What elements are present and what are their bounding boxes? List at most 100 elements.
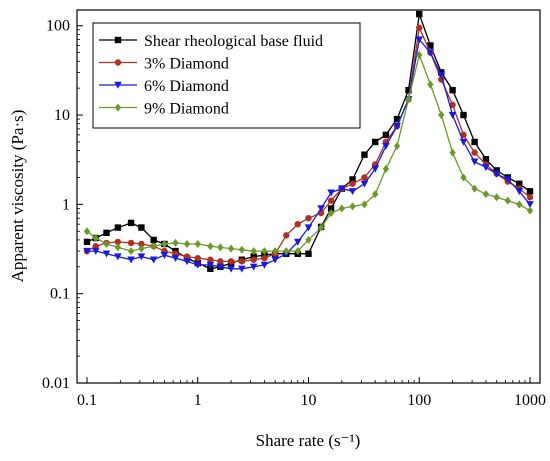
data-point xyxy=(183,258,191,266)
y-tick-label: 1 xyxy=(62,196,70,213)
y-tick-label: 0.1 xyxy=(50,286,70,303)
data-point xyxy=(127,247,135,256)
x-axis-ticks: 0.1 1 10 100 1000 xyxy=(77,377,546,409)
data-point xyxy=(492,170,501,178)
data-point xyxy=(504,196,511,205)
data-point xyxy=(271,247,279,256)
legend-label: 9% Diamond xyxy=(144,101,229,118)
data-point xyxy=(127,239,135,247)
data-point xyxy=(114,238,122,246)
data-point xyxy=(449,148,456,157)
data-point xyxy=(516,180,523,187)
data-point xyxy=(449,101,456,109)
series-3 xyxy=(83,36,534,273)
legend-item: 9% Diamond xyxy=(99,101,229,118)
data-point xyxy=(249,263,258,271)
data-point xyxy=(114,243,122,252)
data-point xyxy=(360,180,369,188)
data-point xyxy=(193,261,202,269)
legend-box xyxy=(92,22,361,129)
data-point xyxy=(338,204,346,213)
data-point xyxy=(493,193,500,202)
data-point xyxy=(294,220,301,228)
data-point xyxy=(305,235,312,244)
data-point xyxy=(482,164,490,172)
data-point xyxy=(216,263,225,271)
data-point xyxy=(371,190,379,199)
legend-swatch-marker xyxy=(114,59,122,66)
data-point xyxy=(194,239,201,248)
data-point xyxy=(127,256,135,264)
data-point xyxy=(405,95,412,104)
data-point xyxy=(207,256,214,263)
x-tick-label: 1000 xyxy=(514,392,546,409)
data-point xyxy=(103,239,110,248)
x-tick-label: 100 xyxy=(407,392,431,409)
data-point xyxy=(261,254,268,262)
data-point xyxy=(526,188,534,195)
data-point xyxy=(503,176,512,184)
data-point xyxy=(260,261,269,269)
data-point xyxy=(83,238,91,246)
data-point xyxy=(327,189,335,197)
y-tick-label: 0.01 xyxy=(42,375,70,392)
data-point xyxy=(172,238,179,247)
data-point xyxy=(294,247,301,256)
data-point xyxy=(92,243,99,250)
data-point xyxy=(361,174,368,181)
data-point xyxy=(405,86,412,94)
data-point xyxy=(250,247,257,256)
data-point xyxy=(327,197,335,204)
legend-item: Shear rheological base fluid xyxy=(99,33,323,50)
data-point xyxy=(393,123,401,131)
data-point xyxy=(217,258,224,265)
x-axis-title: Share rate (s⁻¹) xyxy=(256,431,361,450)
legend-swatch-marker xyxy=(114,81,122,89)
data-point xyxy=(437,71,446,79)
data-point xyxy=(171,254,180,262)
data-point xyxy=(371,165,379,173)
data-point xyxy=(183,239,191,248)
data-point xyxy=(393,142,401,151)
data-point xyxy=(227,265,235,273)
data-point xyxy=(250,256,257,263)
data-point xyxy=(460,173,467,182)
data-point xyxy=(371,138,379,146)
data-point xyxy=(348,188,357,196)
data-point xyxy=(138,244,145,253)
data-point xyxy=(227,244,235,253)
data-point xyxy=(207,265,214,272)
data-point xyxy=(327,205,335,212)
data-point xyxy=(482,156,490,163)
data-point xyxy=(427,80,434,89)
data-point xyxy=(238,258,246,265)
data-point xyxy=(206,261,215,269)
data-point xyxy=(317,223,325,232)
data-point xyxy=(91,247,100,255)
y-axis-title: Apparent viscosity (Pa·s) xyxy=(8,110,27,283)
data-point xyxy=(460,111,467,119)
series-4 xyxy=(83,51,534,256)
legend-swatch-marker xyxy=(114,36,122,44)
legend-item: 3% Diamond xyxy=(99,56,229,73)
data-point xyxy=(238,265,246,273)
data-point xyxy=(150,236,157,244)
data-point xyxy=(471,149,478,156)
data-point xyxy=(471,138,478,146)
data-point xyxy=(114,224,122,231)
data-point xyxy=(194,254,201,262)
data-point xyxy=(293,238,302,246)
legend: Shear rheological base fluid 3% Diamond 6%… xyxy=(92,22,361,129)
data-point xyxy=(427,42,434,49)
data-point xyxy=(416,10,423,18)
data-point xyxy=(448,111,457,119)
data-point xyxy=(127,219,135,227)
data-point xyxy=(382,131,390,139)
data-point xyxy=(305,250,312,257)
data-point xyxy=(415,36,424,44)
data-point xyxy=(160,251,169,259)
data-point xyxy=(238,245,246,254)
data-point xyxy=(482,190,490,199)
data-point xyxy=(261,247,268,256)
